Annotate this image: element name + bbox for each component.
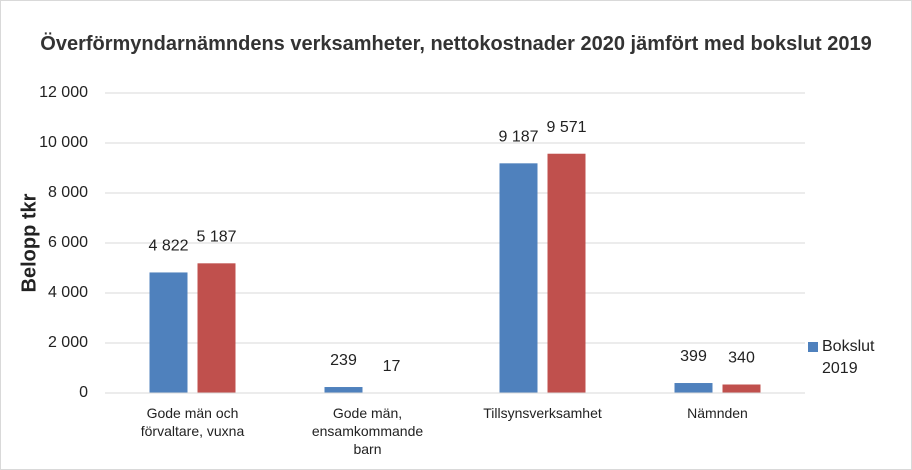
- legend-label: Bokslut 2019: [822, 338, 875, 377]
- y-axis-label: Belopp tkr: [18, 193, 40, 292]
- y-tick-label: 0: [79, 384, 88, 401]
- y-tick-label: 6 000: [48, 234, 88, 251]
- bar: [149, 272, 188, 393]
- data-label: 4 822: [148, 238, 188, 255]
- bar: [674, 383, 713, 393]
- y-tick-label: 2 000: [48, 334, 88, 351]
- data-label: 340: [728, 350, 755, 367]
- y-tick-label: 4 000: [48, 284, 88, 301]
- bar: [547, 153, 586, 393]
- y-tick-label: 12 000: [39, 84, 88, 101]
- bar: [197, 263, 236, 393]
- y-tick-label: 8 000: [48, 184, 88, 201]
- x-tick-label: Gode män, ensamkommande barn: [311, 405, 424, 457]
- data-label: 5 187: [196, 229, 236, 246]
- data-label: 17: [383, 358, 401, 375]
- bar: [324, 387, 363, 393]
- bar: [499, 163, 538, 393]
- bar: [722, 384, 761, 393]
- x-tick-label: Gode män och förvaltare, vuxna: [140, 405, 245, 439]
- data-label: 9 187: [498, 129, 538, 146]
- data-label: 239: [330, 352, 357, 369]
- x-tick-label: Tillsynsverksamhet: [483, 405, 602, 421]
- data-label: 399: [680, 348, 707, 365]
- data-label: 9 571: [546, 119, 586, 136]
- legend-swatch: [808, 342, 818, 352]
- y-tick-label: 10 000: [39, 134, 88, 151]
- chart-title: Överförmyndarnämndens verksamheter, nett…: [40, 33, 872, 55]
- x-tick-label: Nämnden: [687, 405, 748, 421]
